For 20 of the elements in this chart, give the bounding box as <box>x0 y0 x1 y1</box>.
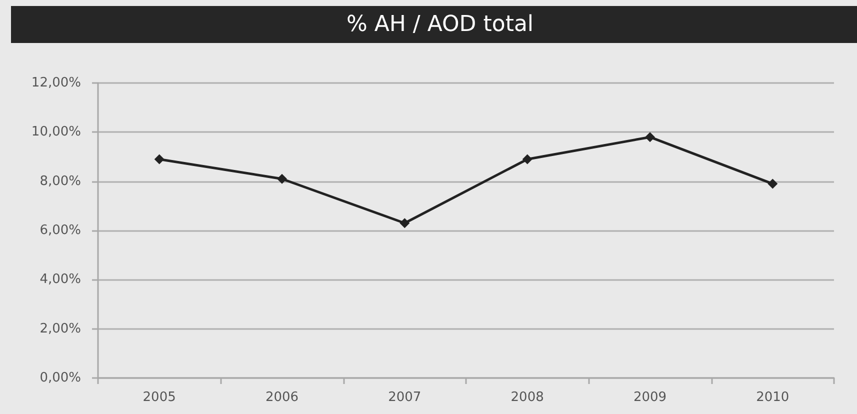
point <box>768 178 778 189</box>
point <box>522 154 532 164</box>
point <box>400 218 410 228</box>
x-tick-label: 2010 <box>756 390 790 405</box>
x-tick-label: 2008 <box>510 390 544 405</box>
x-tick-label: 2005 <box>142 390 176 405</box>
point <box>277 174 287 184</box>
x-tick-label: 2007 <box>388 390 422 405</box>
point <box>645 132 655 142</box>
y-tick-label: 8,00% <box>40 174 81 189</box>
x-tick-label: 2009 <box>633 390 667 405</box>
y-tick-label: 0,00% <box>40 370 81 386</box>
y-tick-label: 6,00% <box>40 223 81 238</box>
y-tick-label: 4,00% <box>40 272 81 288</box>
y-tick-label: 2,00% <box>40 321 81 336</box>
point <box>154 154 164 164</box>
y-tick-label: 10,00% <box>31 124 81 140</box>
x-tick-label: 2006 <box>265 390 299 405</box>
chart-title: % AH / AOD total <box>346 12 534 37</box>
y-tick-label: 12,00% <box>31 76 81 90</box>
